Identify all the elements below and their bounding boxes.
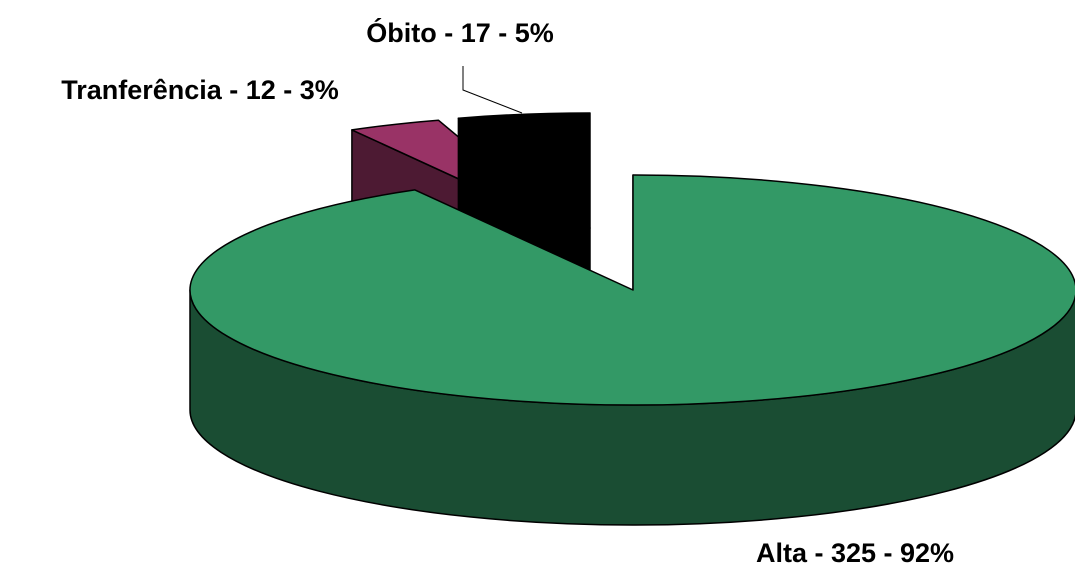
slice-label: Óbito - 17 - 5% bbox=[366, 17, 554, 48]
slice-top bbox=[457, 112, 591, 229]
slice-top bbox=[189, 174, 1075, 406]
slice-label: Alta - 325 - 92% bbox=[756, 538, 954, 568]
leader-line bbox=[462, 66, 523, 114]
slice-label: Tranferência - 12 - 3% bbox=[61, 75, 339, 105]
